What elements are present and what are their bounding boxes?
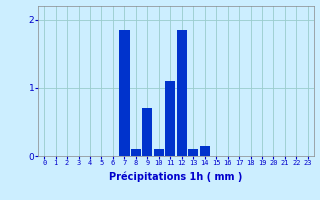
Bar bbox=[165, 81, 175, 156]
Bar bbox=[119, 30, 130, 156]
Bar bbox=[142, 108, 153, 156]
Bar bbox=[199, 146, 210, 156]
X-axis label: Précipitations 1h ( mm ): Précipitations 1h ( mm ) bbox=[109, 172, 243, 182]
Bar bbox=[131, 149, 141, 156]
Bar bbox=[177, 30, 187, 156]
Bar bbox=[154, 149, 164, 156]
Bar bbox=[188, 149, 198, 156]
